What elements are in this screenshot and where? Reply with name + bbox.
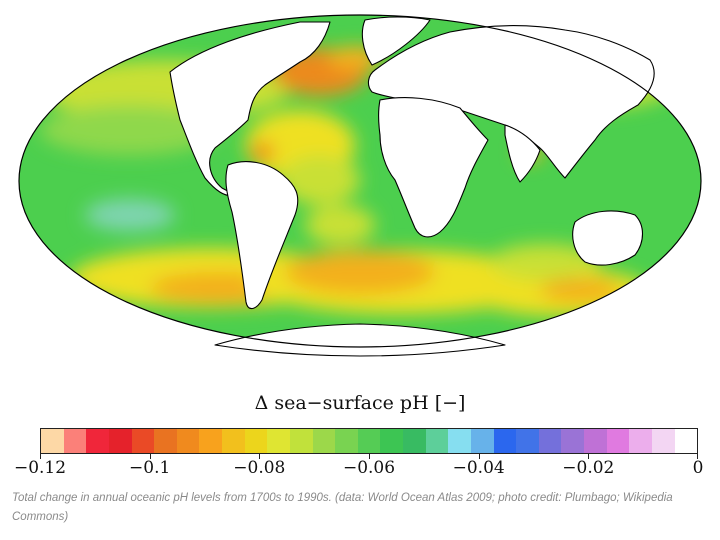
color-swatch	[584, 429, 607, 453]
india	[504, 124, 541, 183]
australia	[572, 210, 644, 266]
south-america	[225, 161, 299, 310]
tick-mark	[40, 454, 41, 459]
africa	[377, 97, 489, 238]
color-swatch	[176, 429, 200, 453]
antarctica	[214, 323, 506, 357]
greenland	[361, 16, 431, 66]
color-swatch	[108, 429, 132, 453]
tick-label: −0.06	[342, 458, 396, 478]
legend-title: Δ sea−surface pH [−]	[254, 392, 466, 414]
color-swatch	[606, 429, 630, 453]
color-swatch	[41, 429, 64, 453]
continents	[169, 16, 655, 357]
tick-label: −0.1	[129, 458, 171, 478]
color-swatch	[403, 429, 426, 453]
tick-label: −0.08	[233, 458, 286, 478]
tick-mark	[588, 454, 590, 459]
color-scale-bar	[40, 428, 698, 454]
color-swatch	[448, 429, 471, 453]
tick-mark	[149, 454, 151, 459]
color-swatch	[154, 429, 177, 453]
color-swatch	[629, 429, 652, 453]
color-swatch	[312, 429, 336, 453]
tick-mark	[259, 454, 261, 459]
world-ph-map	[18, 14, 702, 357]
color-swatch	[380, 429, 403, 453]
color-scale-ticks: −0.12 −0.1 −0.08 −0.06 −0.04 −0.02 0	[14, 454, 703, 480]
color-swatch	[131, 429, 155, 453]
tick-label: −0.12	[13, 458, 67, 478]
color-swatch	[357, 429, 381, 453]
color-swatch	[244, 429, 268, 453]
color-swatch	[267, 429, 290, 453]
color-swatch	[538, 429, 562, 453]
color-swatch	[561, 429, 584, 453]
color-swatch	[425, 429, 449, 453]
color-swatch	[516, 429, 539, 453]
color-swatch	[335, 429, 358, 453]
color-swatch	[86, 429, 109, 453]
color-swatch	[289, 429, 313, 453]
tick-mark	[478, 454, 480, 459]
north-america	[169, 21, 331, 197]
map-outline	[18, 14, 702, 348]
color-swatch	[470, 429, 494, 453]
tick-mark	[369, 454, 370, 459]
color-swatch	[63, 429, 87, 453]
tick-label: −0.02	[562, 458, 615, 478]
color-swatch	[199, 429, 222, 453]
color-swatch	[493, 429, 517, 453]
color-swatch	[222, 429, 245, 453]
figure-caption: Total change in annual oceanic pH levels…	[12, 492, 673, 523]
tick-label: −0.04	[452, 458, 505, 478]
tick-mark	[697, 454, 698, 459]
color-swatch	[651, 429, 675, 453]
color-swatch	[674, 429, 698, 453]
tick-label: 0	[692, 458, 704, 478]
